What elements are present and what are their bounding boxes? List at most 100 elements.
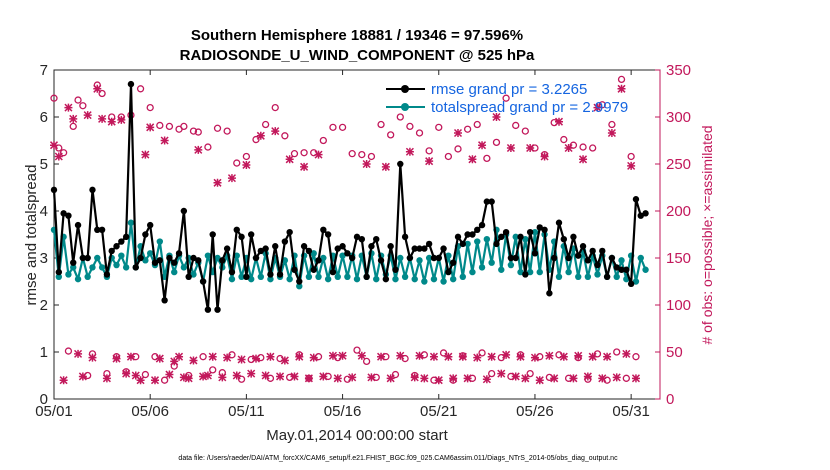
rmse-point: [344, 250, 351, 257]
rmse-point: [498, 233, 505, 241]
totalspread-point: [478, 264, 486, 271]
rmse-point: [488, 198, 495, 205]
rmse-point: [358, 236, 366, 243]
obs-assimilated-marker: [49, 141, 59, 150]
obs-possible-marker: [488, 369, 496, 378]
totalspread-point: [469, 268, 476, 276]
rmse-point: [65, 212, 72, 219]
obs-assimilated-marker: [213, 178, 222, 187]
totalspread-point: [70, 264, 77, 271]
totalspread-point: [190, 271, 197, 278]
y-right-tick-label: 250: [666, 156, 691, 173]
obs-assimilated-marker: [574, 351, 583, 360]
obs-assimilated-marker: [179, 373, 188, 382]
totalspread-point: [421, 278, 428, 285]
obs-possible-marker: [281, 132, 289, 140]
obs-possible-marker: [189, 127, 198, 135]
totalspread-point: [449, 275, 457, 283]
obs-assimilated-marker: [588, 352, 597, 361]
obs-possible-marker: [261, 120, 270, 129]
obs-possible-marker: [589, 144, 597, 152]
obs-possible-marker: [406, 122, 414, 131]
obs-assimilated-marker: [377, 352, 386, 361]
rmse-point: [60, 210, 67, 217]
totalspread-point: [373, 275, 380, 283]
rmse-point: [377, 257, 385, 264]
y-axis-left: 0 1 2 3 4 5 6 7: [40, 62, 59, 408]
obs-assimilated-marker: [69, 114, 78, 123]
obs-possible-marker: [439, 349, 448, 357]
obs-assimilated-marker: [165, 370, 174, 379]
obs-possible-marker: [74, 96, 82, 104]
obs-assimilated-marker: [59, 376, 68, 385]
obs-possible-marker: [59, 149, 68, 157]
rmse-point: [541, 226, 548, 233]
obs-assimilated-marker: [338, 351, 347, 360]
legend-rmse-marker: [401, 85, 409, 93]
obs-assimilated-marker: [251, 354, 261, 363]
obs-assimilated-marker: [266, 352, 275, 361]
rmse-point: [435, 254, 442, 262]
rmse-point: [233, 226, 240, 233]
obs-possible-marker: [478, 349, 486, 357]
obs-possible-marker: [69, 122, 77, 131]
obs-assimilated-marker: [237, 355, 246, 364]
totalspread-point: [339, 252, 346, 259]
y-right-tick-label: 300: [666, 109, 691, 126]
rmse-point: [575, 252, 582, 259]
obs-possible-marker: [237, 375, 246, 383]
y-left-tick-label: 1: [40, 344, 48, 361]
rmse-point: [74, 221, 82, 229]
rmse-point: [411, 245, 418, 252]
rmse-point: [286, 228, 293, 236]
totalspread-point: [613, 273, 620, 280]
rmse-point: [146, 221, 154, 229]
rmse-point: [392, 266, 399, 273]
obs-possible-marker: [98, 89, 106, 98]
obs-assimilated-marker: [199, 372, 208, 381]
rmse-point: [252, 254, 260, 262]
x-axis: 05/01 05/06 05/11 05/16 05/21 05/26 05/31: [35, 70, 650, 420]
x-tick-label: 05/16: [324, 403, 362, 420]
obs-assimilated-marker: [88, 353, 97, 362]
rmse-point: [132, 264, 139, 271]
totalspread-point: [324, 275, 332, 283]
legend-rmse-label: rmse grand pr = 3.2265: [431, 81, 587, 98]
rmse-point: [204, 306, 212, 313]
rmse-point: [382, 275, 390, 283]
rmse-point: [464, 231, 471, 238]
y-axis-right-label: # of obs: o=possible; ×=assimilated: [699, 125, 715, 344]
totalspread-point: [142, 257, 149, 264]
obs-possible-marker: [50, 94, 58, 102]
rmse-point: [440, 245, 447, 252]
totalspread-point: [425, 254, 433, 262]
rmse-point: [363, 273, 370, 280]
rmse-point: [127, 80, 135, 88]
obs-assimilated-marker: [309, 353, 318, 362]
obs-assimilated-marker: [208, 352, 217, 361]
rmse-point: [272, 243, 279, 250]
obs-assimilated-marker: [141, 150, 150, 159]
totalspread-point: [637, 254, 644, 262]
rmse-point: [50, 186, 58, 194]
rmse-point: [315, 257, 322, 264]
rmse-point: [478, 221, 486, 229]
totalspread-point: [526, 268, 534, 276]
rmse-point: [247, 231, 255, 238]
totalspread-point: [522, 236, 529, 243]
totalspread-point: [228, 275, 236, 283]
obs-assimilated-marker: [170, 357, 179, 366]
obs-possible-marker: [425, 147, 433, 155]
obs-assimilated-marker: [362, 159, 371, 169]
totalspread-point: [113, 261, 120, 269]
totalspread-point: [267, 275, 274, 283]
rmse-point: [368, 243, 375, 250]
obs-assimilated-marker: [242, 160, 251, 169]
rmse-point: [387, 243, 394, 250]
obs-possible-marker: [613, 348, 621, 356]
obs-assimilated-marker: [117, 115, 126, 124]
rmse-point: [373, 236, 380, 243]
data-file-footnote: data file: /Users/raeder/DAI/ATM_forcXX/…: [178, 455, 618, 462]
obs-assimilated-marker: [285, 155, 294, 164]
obs-assimilated-marker: [506, 143, 515, 153]
